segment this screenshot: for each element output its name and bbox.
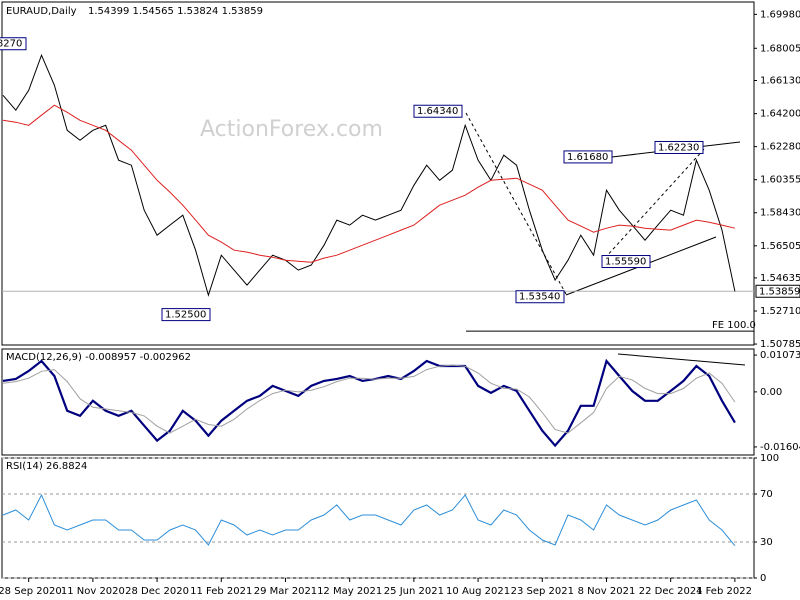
y-tick-label: 1.52710 — [760, 306, 800, 317]
price-tag-box — [755, 284, 800, 298]
annotation-box — [601, 255, 651, 269]
price-panel — [1, 1, 755, 346]
annotation: 1.61680 — [567, 152, 608, 163]
y-tick-label: 70 — [760, 489, 773, 500]
x-tick-label: 22 Dec 2021 — [639, 586, 703, 597]
price-tag: 1.53859 — [759, 286, 800, 297]
fe-label: FE 100.0 — [712, 320, 756, 331]
series-line — [2, 364, 736, 434]
annotation: 1.62230 — [658, 142, 699, 153]
annotation-box — [654, 140, 704, 154]
y-tick-label: 0 — [760, 573, 766, 584]
x-tick-label: 28 Dec 2020 — [125, 586, 189, 597]
x-tick-label: 23 Sep 2021 — [511, 586, 574, 597]
y-tick-label: -0.016046 — [760, 442, 800, 453]
series-line — [2, 358, 736, 448]
y-tick-label: 1.54635 — [760, 273, 800, 284]
x-tick-label: 4 Feb 2022 — [696, 586, 752, 597]
annotation: 1.64340 — [417, 106, 458, 117]
macd-trend-line — [617, 353, 746, 366]
y-tick-label: 1.64200 — [760, 109, 800, 120]
series-line — [2, 53, 736, 297]
y-tick-label: 0.010736 — [760, 350, 800, 361]
x-tick-label: 11 Nov 2020 — [61, 586, 125, 597]
annotation-box — [413, 104, 463, 118]
panel-title: MACD(12,26,9) -0.008957 -0.002962 — [6, 352, 191, 363]
annotation: 1.55590 — [605, 257, 646, 268]
y-tick-label: 1.58430 — [760, 208, 800, 219]
x-tick-label: 12 May 2021 — [317, 586, 382, 597]
y-tick-label: 100 — [760, 453, 779, 464]
series-line — [2, 104, 736, 263]
x-tick-label: 10 Aug 2021 — [446, 586, 510, 597]
annotation: 1.52500 — [165, 310, 206, 321]
y-tick-label: 1.69980 — [760, 9, 800, 20]
watermark: ActionForex.com — [200, 117, 383, 142]
annotation-box — [515, 290, 565, 304]
y-tick-label: 1.62280 — [760, 142, 800, 153]
chart-title: EURAUD,Daily — [6, 6, 77, 17]
annotation-box — [161, 308, 211, 322]
x-tick-label: 28 Sep 2020 — [0, 586, 62, 597]
x-tick-label: 25 Jun 2021 — [384, 586, 444, 597]
chart-subtitle: 1.54399 1.54565 1.53824 1.53859 — [88, 6, 263, 17]
annotation: 1.68270 — [0, 39, 22, 50]
y-tick-label: 30 — [760, 537, 773, 548]
x-tick-label: 29 Mar 2021 — [254, 586, 317, 597]
series-line — [2, 493, 736, 547]
trend-dashed — [604, 146, 707, 259]
y-tick-label: 1.68005 — [760, 43, 800, 54]
trend-dashed — [465, 112, 567, 295]
annotation: 1.53540 — [519, 292, 560, 303]
x-tick-label: 11 Feb 2021 — [190, 586, 252, 597]
x-tick-label: 8 Nov 2021 — [578, 586, 636, 597]
y-tick-label: 1.66130 — [760, 75, 800, 86]
rsi-panel — [1, 457, 755, 579]
panel-title: RSI(14) 26.8824 — [6, 461, 87, 472]
annotation-box — [563, 150, 613, 164]
y-tick-label: 1.60355 — [760, 175, 800, 186]
y-tick-label: 0.00 — [760, 387, 782, 398]
y-tick-label: 1.56505 — [760, 241, 800, 252]
macd-panel — [1, 348, 755, 456]
annotation-box — [0, 37, 27, 51]
y-tick-label: 1.50785 — [760, 339, 800, 350]
